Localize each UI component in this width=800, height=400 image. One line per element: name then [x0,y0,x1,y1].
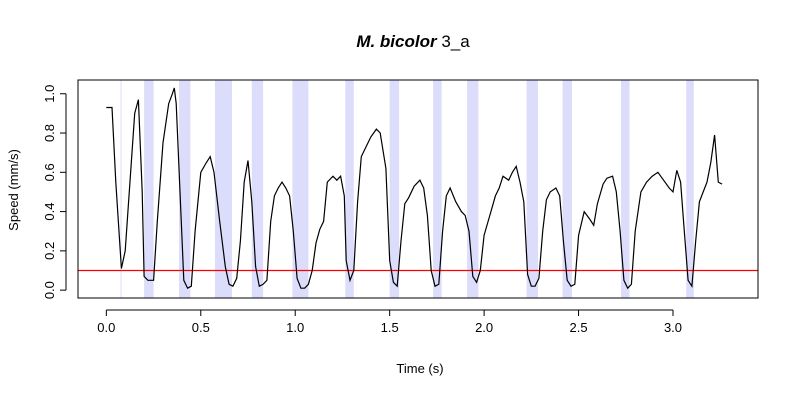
interval-band [686,80,694,298]
x-tick-label: 3.0 [664,320,682,335]
y-axis: 0.0 0.2 0.4 0.6 0.8 1.0 [42,85,67,299]
interval-band [433,80,442,298]
x-tick-label: 1.0 [286,320,304,335]
interval-band [292,80,309,298]
y-tick-label: 0.0 [42,281,57,299]
interval-band [562,80,572,298]
x-axis: 0.0 0.5 1.0 1.5 2.0 2.5 3.0 [97,309,682,335]
interval-band [214,80,232,298]
x-tick-label: 2.5 [570,320,588,335]
interval-band [120,80,122,298]
interval-band [144,80,154,298]
chart-title: M. bicolor 3_a [356,32,470,51]
x-tick-label: 2.0 [475,320,493,335]
plot-frame [77,79,759,299]
x-axis-label: Time (s) [396,361,443,376]
interval-band [526,80,538,298]
x-tick-label: 0.5 [192,320,210,335]
speed-series-line [106,87,723,290]
interval-band [467,80,479,298]
interval-band [345,80,354,298]
chart-title-rest: 3_a [437,32,471,51]
x-tick-label: 1.5 [381,320,399,335]
y-tick-label: 0.6 [42,163,57,181]
y-tick-label: 0.8 [42,124,57,142]
interval-band [251,80,264,298]
interval-band [621,80,630,298]
interval-band [389,80,400,298]
interval-band [179,80,191,298]
interval-bands [120,80,694,298]
y-tick-label: 0.2 [42,242,57,260]
chart-title-italic: M. bicolor [356,32,438,51]
y-axis-label: Speed (mm/s) [6,149,21,231]
y-tick-label: 1.0 [42,85,57,103]
y-tick-label: 0.4 [42,203,57,221]
x-tick-label: 0.0 [97,320,115,335]
